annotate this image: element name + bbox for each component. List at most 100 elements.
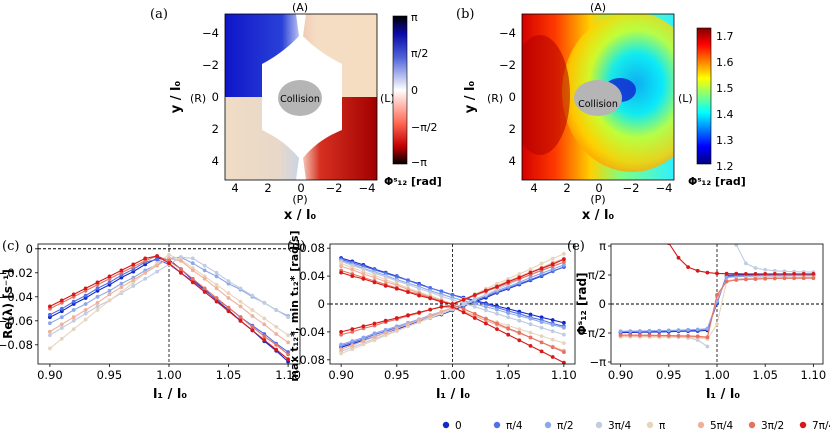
- data-point: [676, 255, 681, 260]
- data-point: [119, 285, 124, 290]
- data-point: [439, 289, 444, 294]
- data-point: [562, 251, 566, 256]
- data-point: [484, 304, 488, 309]
- data-point: [772, 276, 777, 281]
- data-point: [495, 327, 499, 331]
- data-point: [562, 263, 566, 267]
- data-point: [286, 333, 290, 338]
- colorbar-a-bar: [392, 15, 408, 165]
- data-point: [119, 268, 124, 273]
- direction-top-b: (A): [590, 1, 606, 14]
- colorbar-a-tick-0: π: [411, 11, 418, 24]
- data-point: [214, 296, 219, 300]
- data-point: [450, 302, 455, 306]
- data-point: [71, 315, 76, 320]
- data-point: [562, 320, 566, 325]
- y-tick-b-3: 2: [509, 122, 516, 136]
- data-point: [361, 339, 366, 343]
- data-point: [190, 276, 195, 281]
- legend-label: π: [659, 420, 666, 432]
- colorbar-a-tick-4: −π: [411, 156, 427, 169]
- data-point: [83, 317, 88, 322]
- legend-item: π/2: [544, 420, 574, 432]
- data-point: [250, 314, 255, 318]
- x-tick-label: 0.90: [328, 368, 354, 382]
- series-group: [48, 252, 290, 364]
- panel-c: (c) 0.90 0.95 1.00 1.05 1.10 0 −0.02 −0.04 −0.06…: [0, 239, 301, 402]
- data-point: [155, 254, 160, 258]
- data-point: [339, 342, 343, 347]
- legend-item: π: [646, 420, 666, 432]
- data-point: [439, 294, 444, 299]
- x-tick-a-4: −4: [359, 181, 376, 195]
- data-point: [202, 268, 207, 273]
- data-point: [59, 326, 64, 330]
- data-point: [95, 300, 100, 305]
- legend-label: 3π/2: [761, 420, 784, 432]
- data-point: [107, 274, 112, 279]
- y-tick-label: 0: [26, 242, 33, 256]
- data-point: [339, 351, 343, 356]
- panel-c-label: (c): [2, 239, 19, 254]
- data-point: [274, 342, 279, 347]
- data-point: [274, 347, 279, 352]
- data-point: [394, 283, 399, 288]
- legend-item: π/4: [493, 420, 523, 432]
- data-point: [107, 298, 112, 303]
- data-point: [250, 328, 255, 333]
- data-point: [506, 315, 511, 320]
- data-point: [250, 308, 255, 312]
- data-point: [539, 266, 544, 271]
- data-point: [484, 293, 488, 297]
- data-point: [539, 271, 544, 276]
- data-point: [428, 307, 433, 312]
- y-tick-a-2: 0: [212, 90, 219, 104]
- x-ticks-b: 4 2 0 −2 −4: [530, 181, 672, 195]
- data-point: [528, 330, 533, 335]
- data-point: [811, 276, 816, 281]
- legend-label: 3π/4: [608, 420, 632, 432]
- data-point: [286, 352, 290, 357]
- data-point: [95, 304, 100, 309]
- data-point: [383, 333, 388, 338]
- data-point: [495, 307, 499, 312]
- data-point: [539, 320, 544, 324]
- data-point: [286, 340, 290, 345]
- data-point: [394, 326, 399, 331]
- data-point: [394, 329, 399, 334]
- x-tick-label: 0.95: [384, 368, 410, 382]
- data-point: [450, 304, 455, 309]
- x-tick-label: 1.10: [551, 368, 577, 382]
- data-point: [801, 272, 806, 276]
- phase-map-a: [225, 14, 377, 180]
- data-point: [517, 272, 522, 276]
- data-point: [131, 278, 136, 282]
- data-point: [226, 279, 231, 284]
- data-point: [528, 344, 533, 348]
- data-point: [550, 318, 555, 322]
- data-point: [406, 322, 410, 327]
- data-point: [744, 261, 748, 266]
- legend-marker: [493, 421, 501, 429]
- y-tick-label: −0.04: [0, 290, 33, 304]
- data-point: [350, 343, 355, 348]
- data-point: [495, 284, 499, 289]
- data-point: [550, 323, 555, 327]
- data-point: [48, 346, 52, 351]
- data-point: [666, 333, 671, 338]
- legend-item: 3π/2: [748, 420, 784, 432]
- panel-d-label: (d): [287, 239, 305, 254]
- x-tick-b-2: 0: [595, 181, 602, 195]
- data-point: [83, 286, 88, 291]
- frame-a: [224, 13, 378, 181]
- colorbar-b-tick-3: 1.4: [716, 108, 734, 121]
- data-point: [59, 298, 64, 303]
- data-point: [71, 327, 76, 332]
- legend: 0 π/4 π/2 3π/4 π 5π/4 3π/2 7π/4: [442, 420, 830, 432]
- data-point: [238, 304, 243, 309]
- data-point: [695, 268, 700, 273]
- collision-disc-a: [278, 80, 322, 116]
- plot-d: 0.90 0.95 1.00 1.05 1.10 0.08 0.04 0 −0.04 −0.08: [290, 241, 577, 382]
- data-point: [618, 333, 623, 337]
- y-ticks-a: −4 −2 0 2 4: [202, 26, 219, 168]
